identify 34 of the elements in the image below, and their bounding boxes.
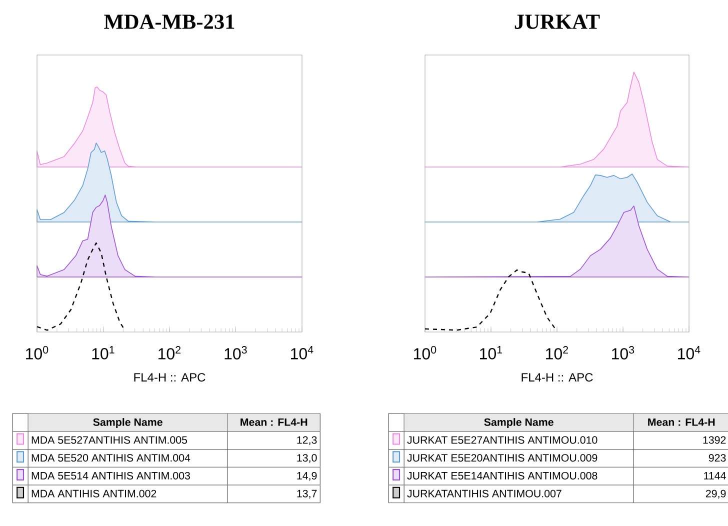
text: 1392: [703, 436, 726, 444]
category-label: JURKAT E5E27ANTIHIS ANTIMOU.010: [407, 436, 598, 444]
category-label: JURKATANTIHIS ANTIMOU.007: [407, 490, 562, 498]
text: 29,9: [706, 490, 726, 499]
x-tick-label: 10$^{2}$: [546, 346, 568, 360]
x-axis-title: FL4-H :: APC: [522, 373, 593, 382]
text: 13,7: [297, 490, 317, 499]
x-tick-label: 10$^{4}$: [291, 346, 314, 360]
x-tick-label: 10$^{3}$: [612, 346, 634, 360]
x-tick-label: 10$^{0}$: [26, 346, 48, 360]
category-label: MDA 5E514 ANTIHIS ANTIM.003: [32, 472, 190, 480]
x-tick-label: 10$^{0}$: [414, 346, 436, 360]
x-axis-title: FL4-H :: APC: [134, 373, 206, 382]
x-tick-label: 10$^{4}$: [678, 346, 700, 360]
text: 14,9: [297, 472, 317, 481]
text: Sample Name: [484, 418, 554, 428]
chart-title: JURKAT: [514, 14, 600, 29]
category-label: MDA 5E520 ANTIHIS ANTIM.004: [32, 454, 190, 462]
text: 1144: [704, 472, 726, 480]
x-tick-label: 10$^{3}$: [224, 346, 247, 360]
x-tick-label: 10$^{1}$: [480, 346, 502, 360]
category-label: JURKAT E5E14ANTIHIS ANTIMOU.008: [407, 472, 598, 480]
chart-title: MDA-MB-231: [104, 14, 234, 29]
text: 923: [708, 454, 726, 462]
text: Mean : FL4-H: [240, 418, 308, 426]
text: 12,3: [297, 436, 317, 446]
text: Sample Name: [93, 418, 162, 428]
x-tick-label: 10$^{2}$: [158, 346, 180, 360]
category-label: MDA 5E527ANTIHIS ANTIM.005: [32, 436, 188, 444]
x-tick-label: 10$^{1}$: [92, 346, 114, 360]
text: 13,0: [297, 454, 317, 463]
text: Mean : FL4-H: [648, 418, 715, 426]
category-label: JURKAT E5E20ANTIHIS ANTIMOU.009: [407, 454, 598, 462]
category-label: MDA ANTIHIS ANTIM.002: [32, 490, 156, 498]
